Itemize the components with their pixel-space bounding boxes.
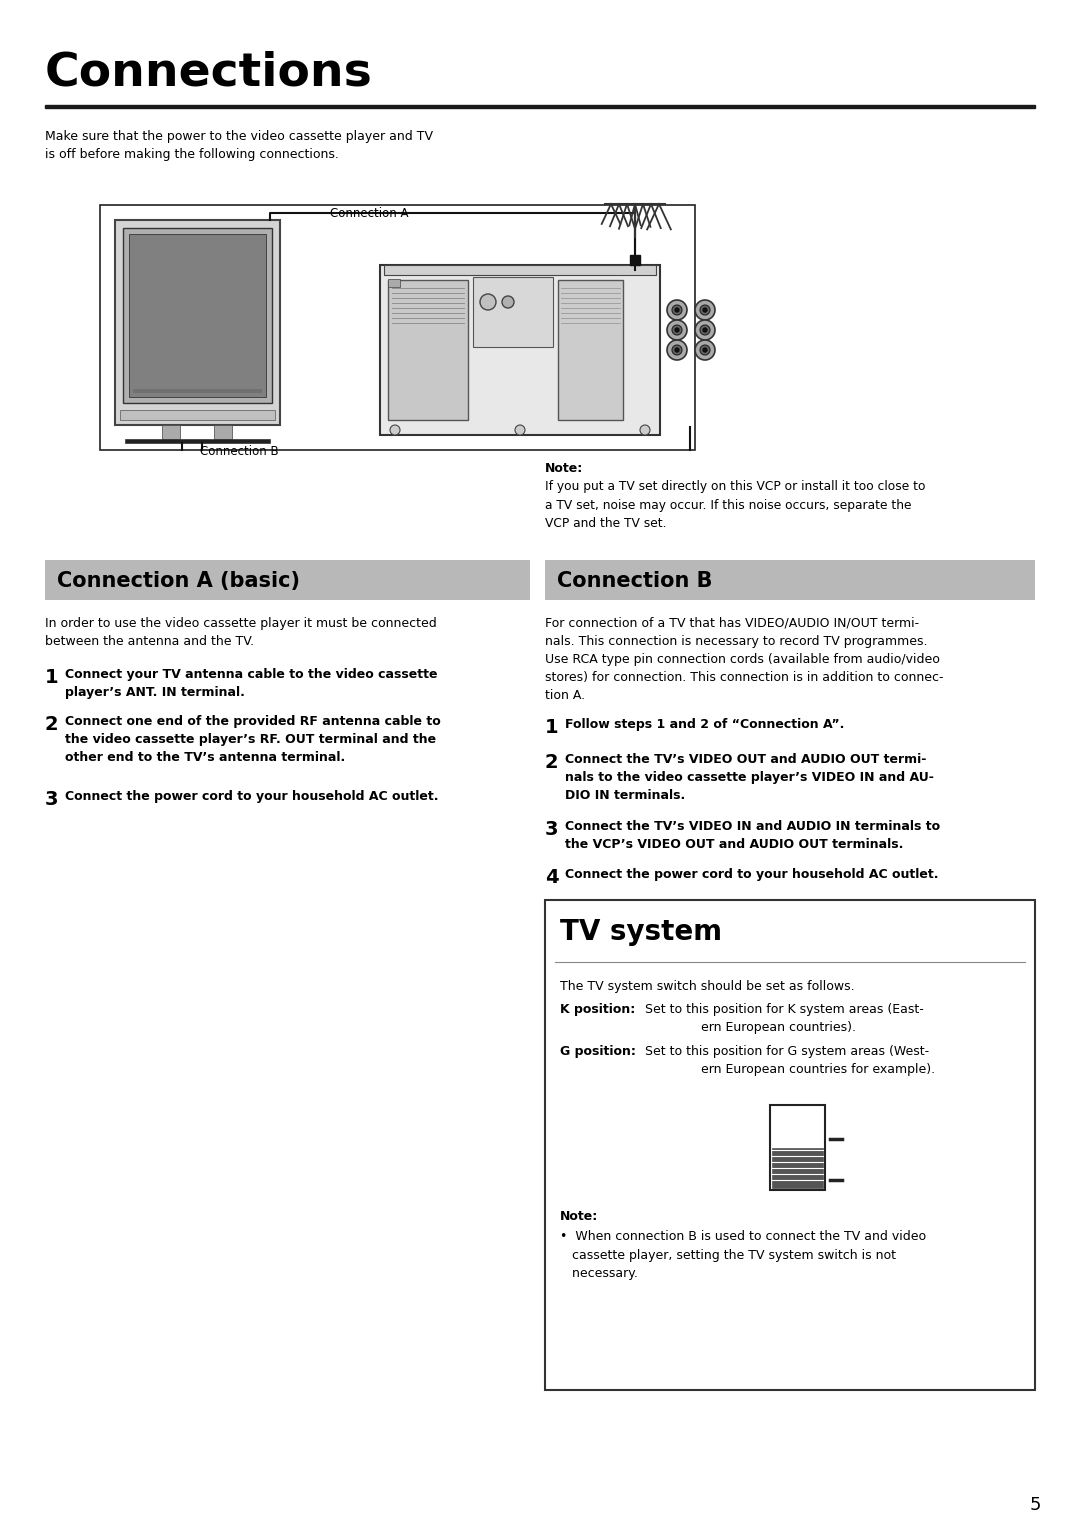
Text: Connect the power cord to your household AC outlet.: Connect the power cord to your household… [65, 790, 438, 803]
Text: 1: 1 [45, 668, 58, 687]
Circle shape [667, 301, 687, 320]
Text: 3: 3 [45, 790, 58, 809]
Bar [545, 560, 1035, 600]
Bar [123, 227, 272, 403]
Circle shape [703, 308, 707, 311]
Text: For connection of a TV that has VIDEO/AUDIO IN/OUT termi-
nals. This connection : For connection of a TV that has VIDEO/AU… [545, 617, 944, 702]
Circle shape [696, 320, 715, 340]
Circle shape [696, 340, 715, 360]
Circle shape [667, 340, 687, 360]
Text: 4: 4 [545, 868, 558, 887]
Text: In order to use the video cassette player it must be connected
between the anten: In order to use the video cassette playe… [45, 617, 436, 649]
Text: G position:: G position: [561, 1045, 636, 1058]
Bar [125, 439, 270, 443]
Text: 3: 3 [545, 819, 558, 839]
Circle shape [703, 328, 707, 333]
Circle shape [672, 305, 681, 314]
Bar [45, 560, 530, 600]
Text: If you put a TV set directly on this VCP or install it too close to
a TV set, no: If you put a TV set directly on this VCP… [545, 481, 926, 530]
Text: Connections: Connections [45, 50, 373, 95]
Text: Connect your TV antenna cable to the video cassette
player’s ANT. IN terminal.: Connect your TV antenna cable to the vid… [65, 668, 437, 699]
Circle shape [672, 345, 681, 356]
Circle shape [703, 348, 707, 353]
Text: Connect the power cord to your household AC outlet.: Connect the power cord to your household… [565, 868, 939, 881]
Bar [162, 426, 180, 439]
Text: 1: 1 [545, 719, 558, 737]
Circle shape [700, 305, 710, 314]
Text: Connect the TV’s VIDEO OUT and AUDIO OUT termi-
nals to the video cassette playe: Connect the TV’s VIDEO OUT and AUDIO OUT… [565, 752, 934, 803]
Bar [133, 389, 262, 394]
Text: Connection B: Connection B [557, 571, 713, 591]
Text: Connection A: Connection A [330, 208, 408, 220]
Bar [388, 279, 468, 420]
Bar [129, 233, 266, 397]
Text: •  When connection B is used to connect the TV and video
   cassette player, set: • When connection B is used to connect t… [561, 1230, 927, 1280]
Bar [120, 410, 275, 420]
Text: The TV system switch should be set as follows.: The TV system switch should be set as fo… [561, 980, 854, 993]
Bar [772, 1148, 823, 1189]
Circle shape [696, 301, 715, 320]
Circle shape [700, 345, 710, 356]
Circle shape [667, 320, 687, 340]
Text: TV system: TV system [561, 919, 723, 946]
Bar [388, 279, 400, 287]
Circle shape [700, 325, 710, 336]
Text: Set to this position for G system areas (West-
              ern European countr: Set to this position for G system areas … [645, 1045, 935, 1076]
Text: Note:: Note: [561, 1210, 598, 1222]
Circle shape [675, 348, 679, 353]
Text: Connection A (basic): Connection A (basic) [57, 571, 300, 591]
Circle shape [515, 426, 525, 435]
Circle shape [502, 296, 514, 308]
Text: Connection B: Connection B [200, 446, 279, 458]
Bar [545, 900, 1035, 1390]
Circle shape [672, 325, 681, 336]
Circle shape [390, 426, 400, 435]
Text: Make sure that the power to the video cassette player and TV
is off before makin: Make sure that the power to the video ca… [45, 130, 433, 162]
Text: 2: 2 [545, 752, 558, 772]
Text: Connect the TV’s VIDEO IN and AUDIO IN terminals to
the VCP’s VIDEO OUT and AUDI: Connect the TV’s VIDEO IN and AUDIO IN t… [565, 819, 940, 852]
Bar [380, 266, 660, 435]
Circle shape [480, 295, 496, 310]
Bar [114, 220, 280, 426]
Text: K position:: K position: [561, 1003, 635, 1016]
Text: 2: 2 [45, 716, 58, 734]
Bar [384, 266, 656, 275]
Text: Connect one end of the provided RF antenna cable to
the video cassette player’s : Connect one end of the provided RF anten… [65, 716, 441, 765]
Bar [770, 1105, 825, 1190]
Circle shape [640, 426, 650, 435]
Bar [214, 426, 232, 439]
Bar [473, 278, 553, 346]
Text: Set to this position for K system areas (East-
              ern European countr: Set to this position for K system areas … [645, 1003, 923, 1035]
Circle shape [675, 328, 679, 333]
Text: Note:: Note: [545, 462, 583, 475]
Bar [630, 255, 640, 266]
Bar [772, 1106, 823, 1148]
Bar [45, 104, 1035, 108]
Text: 5: 5 [1029, 1495, 1041, 1514]
Bar [100, 204, 696, 450]
Circle shape [675, 308, 679, 311]
Text: Follow steps 1 and 2 of “Connection A”.: Follow steps 1 and 2 of “Connection A”. [565, 719, 845, 731]
Bar [558, 279, 623, 420]
